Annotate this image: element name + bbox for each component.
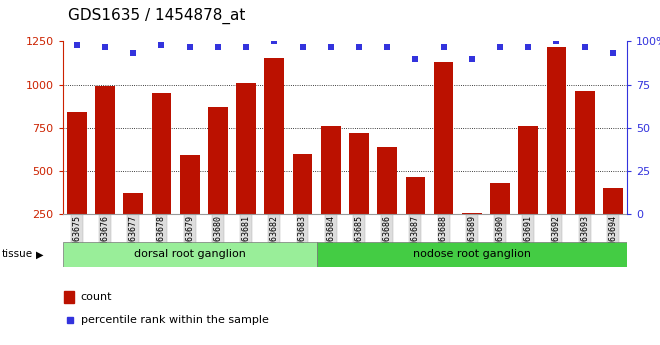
Bar [180,155,199,257]
Bar [434,62,453,257]
Bar [152,93,172,257]
Bar [603,188,623,257]
Text: count: count [81,292,112,302]
Text: dorsal root ganglion: dorsal root ganglion [134,249,246,259]
Bar [65,291,74,303]
Bar [321,126,341,257]
Text: ▶: ▶ [36,249,44,259]
Bar [405,177,425,257]
Bar [67,112,86,257]
Bar [349,133,369,257]
Text: nodose root ganglion: nodose root ganglion [412,249,531,259]
Bar [208,107,228,257]
Bar [95,86,115,257]
Bar [575,91,595,257]
Bar [518,126,538,257]
Bar [63,241,317,267]
Bar [462,213,482,257]
Bar [123,193,143,257]
Bar [317,241,627,267]
Bar [236,83,256,257]
Bar [292,154,312,257]
Text: tissue: tissue [1,249,32,259]
Bar [378,147,397,257]
Bar [265,58,284,257]
Text: GDS1635 / 1454878_at: GDS1635 / 1454878_at [69,8,246,24]
Text: percentile rank within the sample: percentile rank within the sample [81,315,269,325]
Bar [490,183,510,257]
Bar [546,47,566,257]
